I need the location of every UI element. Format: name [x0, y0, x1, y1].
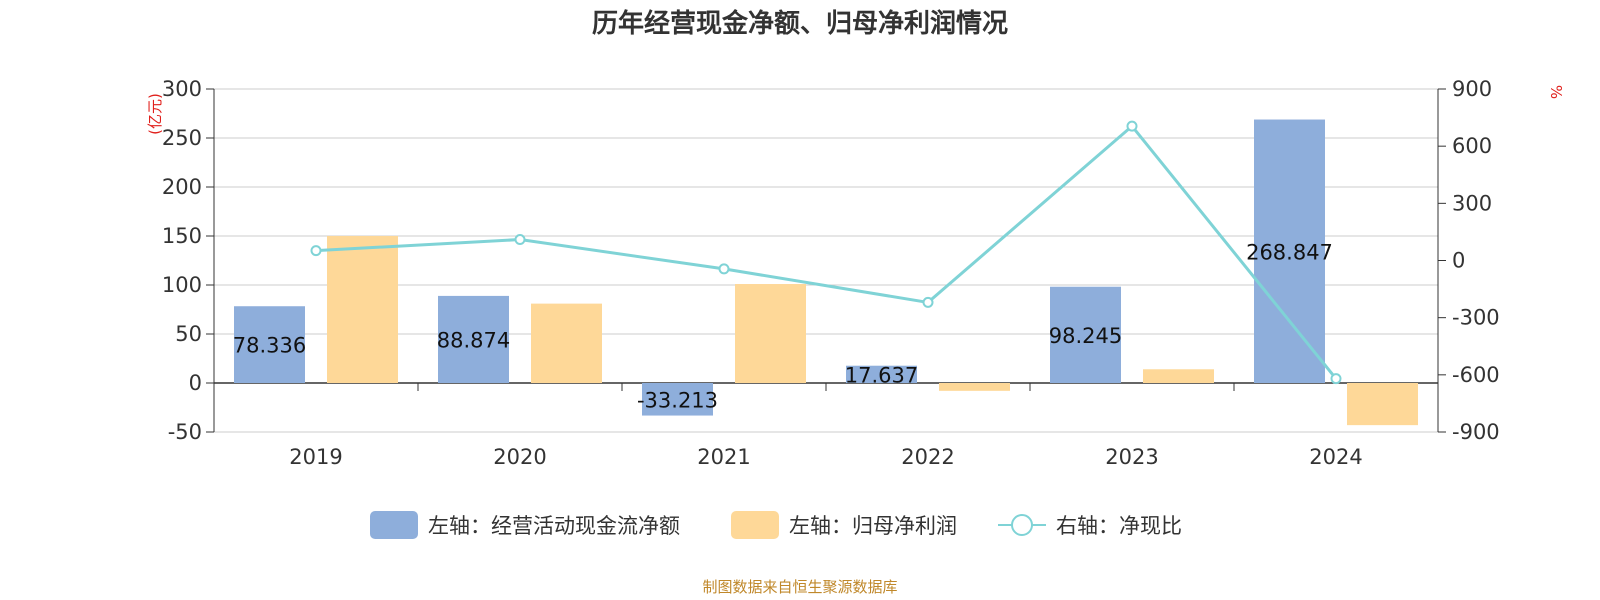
x-tick-label: 2024 — [1309, 445, 1362, 469]
cashflow-bar — [846, 365, 917, 383]
left-tick-label: 100 — [162, 273, 202, 297]
cashflow-data-label: 98.245 — [1049, 324, 1122, 348]
left-tick-label: 50 — [175, 322, 202, 346]
axes: 300 250 200 150 100 50 0 -50 900 600 300 0 -300 -600 -… — [162, 77, 1500, 469]
right-tick-label: 900 — [1452, 77, 1492, 101]
source-note: 制图数据来自恒生聚源数据库 — [702, 578, 897, 596]
data-labels: 78.336 88.874 -33.213 17.637 98.245 268.847 — [233, 240, 1333, 412]
right-tick-label: -600 — [1452, 363, 1500, 387]
right-tick-label: 600 — [1452, 134, 1492, 158]
legend-label-cashflow: 左轴：经营活动现金流净额 — [428, 514, 680, 538]
cashflow-data-label: 268.847 — [1246, 240, 1333, 264]
right-tick-label: -900 — [1452, 420, 1500, 444]
cashflow-data-label: 17.637 — [845, 363, 918, 387]
net-cash-ratio-point — [1330, 373, 1342, 385]
chart-title: 历年经营现金净额、归母净利润情况 — [592, 8, 1008, 39]
left-tick-label: 250 — [162, 126, 202, 150]
cashflow-bar — [234, 306, 305, 383]
right-tick-label: -300 — [1452, 306, 1500, 330]
x-tick-label: 2022 — [901, 445, 954, 469]
left-axis-unit: (亿元) — [146, 93, 164, 135]
right-tick-label: 0 — [1452, 249, 1465, 273]
net-profit-bar — [735, 284, 806, 383]
legend-swatch-net-profit — [731, 511, 779, 539]
cashflow-data-label: 78.336 — [233, 334, 306, 358]
cashflow-data-label: -33.213 — [637, 388, 718, 412]
net-cash-ratio-point — [1126, 120, 1138, 132]
net-profit-bar — [1347, 383, 1418, 426]
net-cash-ratio-point — [718, 263, 730, 275]
x-tick-label: 2021 — [697, 445, 750, 469]
net-profit-bar — [1143, 369, 1214, 383]
legend-swatch-cashflow — [370, 511, 418, 539]
left-tick-label: 0 — [189, 371, 202, 395]
left-tick-label: -50 — [168, 420, 202, 444]
cashflow-bar — [1050, 286, 1121, 383]
cashflow-bar — [642, 383, 713, 416]
legend: 左轴：经营活动现金流净额 左轴：归母净利润 右轴：净现比 — [370, 511, 1182, 539]
x-tick-label: 2023 — [1105, 445, 1158, 469]
net-cash-ratio-point — [310, 245, 322, 257]
legend-swatch-marker — [1011, 514, 1033, 536]
left-tick-label: 200 — [162, 175, 202, 199]
cashflow-bar — [1254, 119, 1325, 383]
net-profit-bar — [939, 383, 1010, 391]
net-profit-bar — [531, 303, 602, 383]
left-tick-label: 300 — [162, 77, 202, 101]
x-tick-label: 2020 — [493, 445, 546, 469]
left-tick-label: 150 — [162, 224, 202, 248]
net-cash-ratio-point — [922, 296, 934, 308]
right-axis-unit: % — [1547, 85, 1565, 99]
net-profit-bar — [327, 236, 398, 383]
net-cash-ratio-point — [514, 234, 526, 246]
net-cash-ratio-line — [315, 124, 1338, 380]
bars — [234, 119, 1418, 426]
right-tick-label: 300 — [1452, 191, 1492, 215]
cashflow-data-label: 88.874 — [437, 328, 510, 352]
legend-label-ratio: 右轴：净现比 — [1056, 514, 1182, 538]
line-series — [310, 120, 1342, 385]
legend-label-net-profit: 左轴：归母净利润 — [789, 514, 957, 538]
x-tick-label: 2019 — [289, 445, 342, 469]
cashflow-bar — [438, 295, 509, 383]
